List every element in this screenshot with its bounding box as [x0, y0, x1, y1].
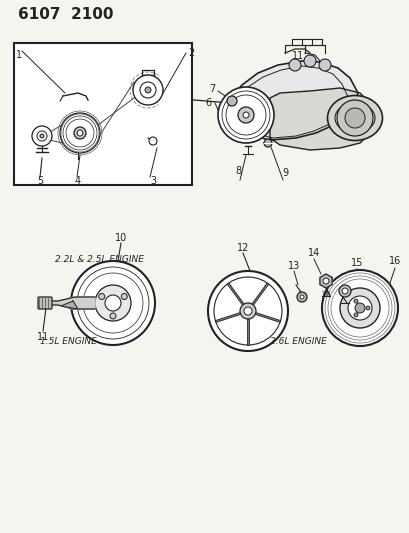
Circle shape [32, 126, 52, 146]
Circle shape [145, 87, 151, 93]
Text: 1.5L ENGINE: 1.5L ENGINE [39, 336, 96, 345]
Text: 12: 12 [236, 243, 249, 253]
Circle shape [299, 295, 303, 299]
Text: 9: 9 [281, 168, 288, 178]
Circle shape [133, 75, 163, 105]
Circle shape [347, 296, 371, 320]
Circle shape [227, 96, 236, 106]
Text: 15: 15 [350, 258, 362, 268]
Text: 2.6L ENGINE: 2.6L ENGINE [269, 336, 326, 345]
Circle shape [95, 285, 131, 321]
Text: 6107  2100: 6107 2100 [18, 6, 113, 21]
Circle shape [263, 139, 271, 147]
Text: 14: 14 [307, 248, 319, 258]
Ellipse shape [334, 103, 374, 133]
Circle shape [336, 100, 372, 136]
Circle shape [121, 294, 127, 300]
Polygon shape [51, 297, 95, 309]
Circle shape [239, 303, 255, 319]
FancyBboxPatch shape [38, 297, 52, 309]
Circle shape [243, 112, 248, 118]
Text: 10: 10 [115, 233, 127, 243]
Text: 16: 16 [388, 256, 400, 266]
Text: 2.2L & 2.5L ENGINE: 2.2L & 2.5L ENGINE [55, 254, 144, 263]
Circle shape [288, 59, 300, 71]
Polygon shape [319, 274, 331, 288]
Text: 3: 3 [150, 176, 156, 186]
Text: 8: 8 [234, 166, 240, 176]
Circle shape [218, 87, 273, 143]
Circle shape [318, 59, 330, 71]
Circle shape [321, 270, 397, 346]
Circle shape [99, 294, 104, 300]
Circle shape [365, 306, 369, 310]
Text: 7: 7 [208, 84, 214, 94]
Polygon shape [270, 88, 369, 150]
Circle shape [339, 288, 379, 328]
Circle shape [243, 307, 252, 315]
Circle shape [148, 137, 157, 145]
Text: 6: 6 [205, 98, 211, 108]
Text: 13: 13 [287, 261, 299, 271]
Circle shape [74, 127, 86, 139]
Circle shape [77, 130, 83, 136]
Circle shape [105, 295, 121, 311]
Text: 2: 2 [188, 48, 194, 58]
Polygon shape [61, 301, 78, 309]
Circle shape [207, 271, 287, 351]
Text: 5: 5 [37, 176, 43, 186]
Circle shape [110, 313, 116, 319]
Circle shape [354, 303, 364, 313]
Text: 11: 11 [37, 332, 49, 342]
Bar [14, 43, 191, 185]
Circle shape [71, 261, 155, 345]
Circle shape [353, 313, 357, 317]
Circle shape [303, 55, 315, 67]
Circle shape [296, 292, 306, 302]
Polygon shape [230, 61, 357, 140]
Circle shape [344, 108, 364, 128]
Text: 11: 11 [291, 51, 303, 61]
Circle shape [338, 285, 350, 297]
Circle shape [353, 299, 357, 303]
Text: 1: 1 [16, 50, 22, 60]
Text: 4: 4 [75, 176, 81, 186]
Circle shape [237, 107, 254, 123]
Circle shape [40, 134, 44, 138]
Ellipse shape [327, 95, 382, 141]
Circle shape [341, 288, 347, 294]
Circle shape [322, 278, 328, 284]
Circle shape [60, 113, 100, 153]
